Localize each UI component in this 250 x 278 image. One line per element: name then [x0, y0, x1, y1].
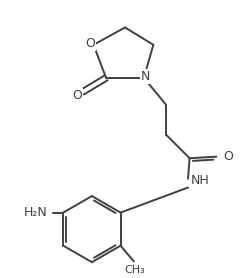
Text: NH: NH: [190, 174, 209, 187]
Text: O: O: [223, 150, 233, 163]
Text: H₂N: H₂N: [24, 206, 48, 219]
Text: O: O: [85, 37, 95, 50]
Text: CH₃: CH₃: [124, 265, 145, 275]
Text: O: O: [72, 89, 82, 102]
Text: N: N: [141, 70, 150, 83]
